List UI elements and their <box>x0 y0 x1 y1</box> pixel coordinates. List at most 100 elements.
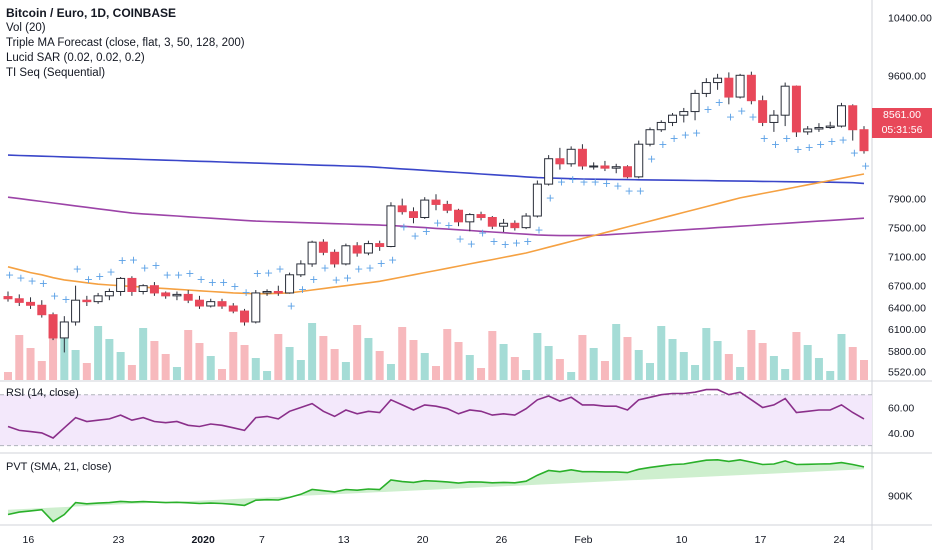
volume-bar <box>668 339 677 380</box>
candle-body <box>713 77 723 84</box>
candle-body <box>622 166 632 178</box>
chart-legend: Bitcoin / Euro, 1D, COINBASE Vol (20) Tr… <box>6 6 245 81</box>
sar-marker: + <box>647 152 656 165</box>
volume-bar <box>803 345 812 380</box>
candle-body <box>48 314 58 339</box>
sar-marker: + <box>591 176 600 189</box>
volume-bar <box>71 350 80 380</box>
volume-bar <box>848 347 857 380</box>
sar-marker: + <box>805 141 814 154</box>
price-tick-label: 6100.00 <box>888 324 926 336</box>
volume-bar <box>161 354 170 380</box>
sar-marker: + <box>546 192 555 205</box>
candle-body <box>127 277 137 292</box>
candle-body <box>679 111 689 116</box>
candle-body <box>375 243 385 248</box>
sar-marker: + <box>658 138 667 151</box>
sar-marker: + <box>478 226 487 239</box>
sar-marker: + <box>264 266 273 279</box>
candle-body <box>397 205 407 213</box>
sar-marker: + <box>16 271 25 284</box>
candle-body <box>14 298 24 303</box>
sar-marker: + <box>253 267 262 280</box>
candle-body <box>149 285 159 294</box>
rsi-pane-label[interactable]: RSI (14, close) <box>6 387 79 399</box>
volume-bar <box>567 372 576 380</box>
sar-marker: + <box>196 273 205 286</box>
sar-marker: + <box>174 269 183 282</box>
candle-body <box>836 105 846 127</box>
rsi-tick-label: 40.00 <box>888 428 914 440</box>
candle-body <box>228 305 238 312</box>
volume-bar <box>814 358 823 380</box>
volume-bar <box>240 345 249 380</box>
sar-marker: + <box>850 147 859 160</box>
candle-body <box>363 243 373 254</box>
last-price-tag: 8561.00 <box>872 108 932 123</box>
candle-body <box>589 165 599 168</box>
sar-marker: + <box>118 254 127 267</box>
sar-marker: + <box>422 225 431 238</box>
sar-marker: + <box>681 129 690 142</box>
candle-body <box>3 296 13 300</box>
sar-marker: + <box>84 273 93 286</box>
volume-bar <box>26 348 35 380</box>
candle-body <box>307 241 317 265</box>
candle-body <box>240 310 250 323</box>
sar-marker: + <box>50 290 59 303</box>
candle-body <box>701 82 711 94</box>
symbol-title[interactable]: Bitcoin / Euro, 1D, COINBASE <box>6 6 177 20</box>
candle-body <box>859 129 869 152</box>
sar-marker: + <box>39 277 48 290</box>
volume-bar <box>510 357 519 380</box>
volume-bar <box>127 365 136 380</box>
sar-marker: + <box>793 143 802 156</box>
candle-body <box>848 105 858 131</box>
candle-body <box>656 121 666 131</box>
pvt-pane-label[interactable]: PVT (SMA, 21, close) <box>6 461 112 473</box>
volume-bar <box>150 341 159 380</box>
candle-body <box>296 263 306 276</box>
legend-vol[interactable]: Vol (20) <box>6 22 46 34</box>
volume-bar <box>522 370 531 380</box>
volume-bar <box>826 371 835 380</box>
sar-marker: + <box>332 274 341 287</box>
volume-bar <box>195 343 204 380</box>
sar-marker: + <box>377 257 386 270</box>
pvt-fill <box>8 459 864 522</box>
sar-marker: + <box>613 179 622 192</box>
sar-marker: + <box>242 286 251 299</box>
volume-bar <box>116 352 125 380</box>
volume-bar <box>860 360 868 380</box>
candle-body <box>746 74 756 102</box>
candle-body <box>386 205 396 248</box>
sar-marker: + <box>5 269 14 282</box>
candle-body <box>194 299 204 307</box>
volume-bar <box>330 349 339 380</box>
sar-marker: + <box>73 263 82 276</box>
volume-bar <box>578 335 587 380</box>
candle-body <box>487 216 497 227</box>
sar-marker: + <box>748 110 757 123</box>
volume-bar <box>60 337 69 380</box>
sar-marker: + <box>557 176 566 189</box>
volume-bar <box>454 342 463 380</box>
time-tick-label: 2020 <box>191 534 215 546</box>
volume-bar <box>285 347 294 380</box>
sar-marker: + <box>309 273 318 286</box>
candle-body <box>206 301 216 307</box>
candle-body <box>341 245 351 265</box>
volume-bar <box>589 348 598 380</box>
volume-bar <box>724 354 733 380</box>
candle-body <box>172 293 182 297</box>
ma50-line <box>7 173 865 295</box>
legend-tma[interactable]: Triple MA Forecast (close, flat, 3, 50, … <box>6 37 245 49</box>
legend-sar[interactable]: Lucid SAR (0.02, 0.02, 0.2) <box>6 52 145 64</box>
candle-body <box>161 292 171 297</box>
time-tick-label: Feb <box>574 534 592 546</box>
volume-bar <box>533 333 542 380</box>
candle-body <box>465 214 475 223</box>
legend-seq[interactable]: TI Seq (Sequential) <box>6 67 106 79</box>
volume-bar <box>702 328 711 380</box>
